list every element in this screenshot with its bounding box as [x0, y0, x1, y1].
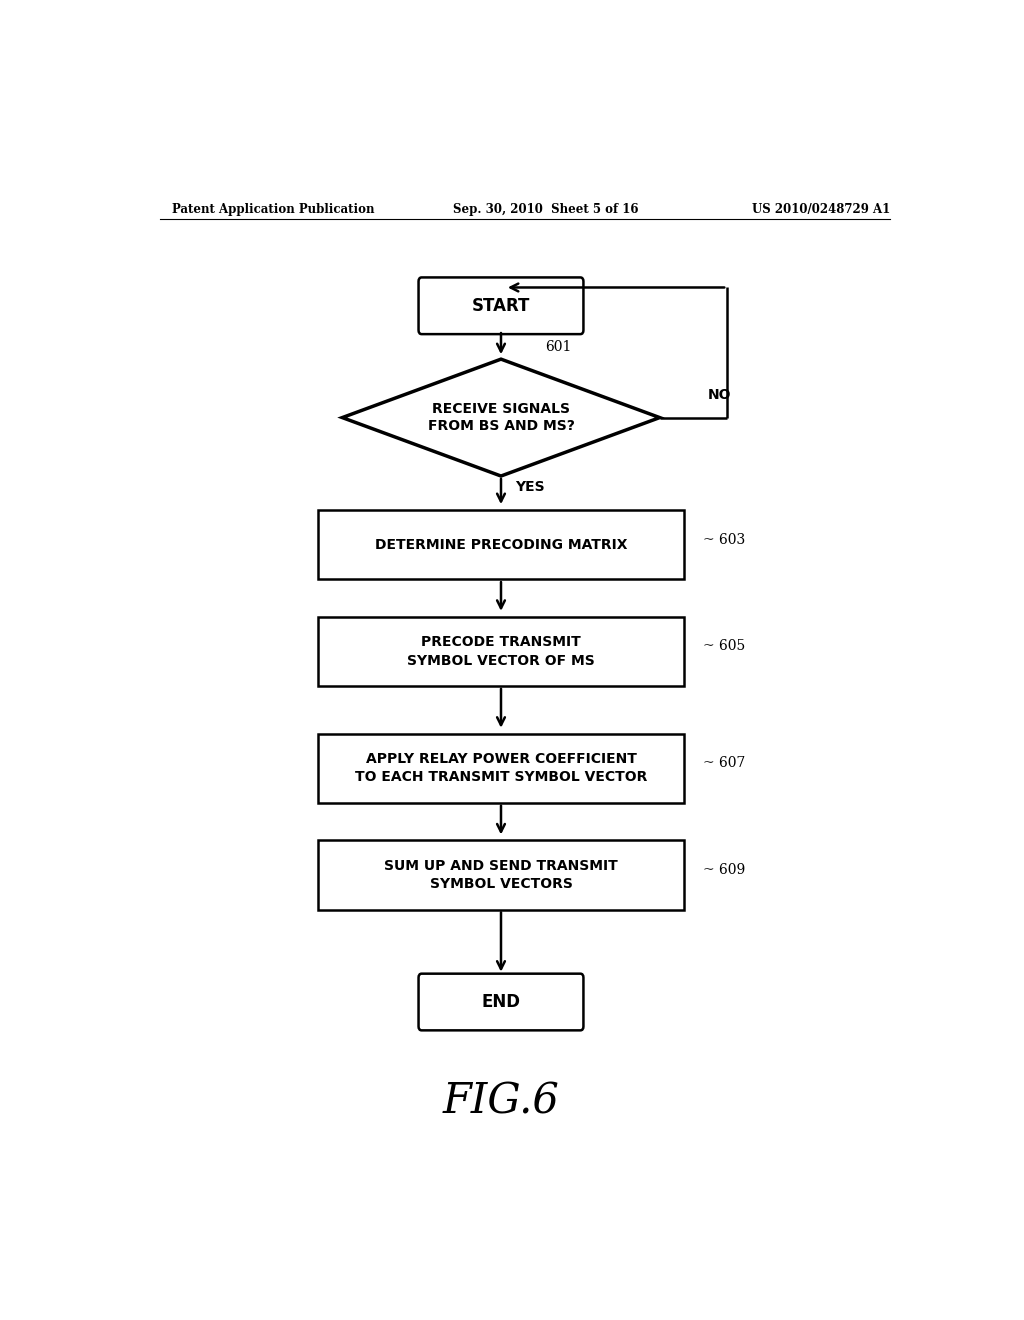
Bar: [318, 734, 684, 803]
FancyBboxPatch shape: [419, 277, 584, 334]
Text: ~ 603: ~ 603: [703, 532, 745, 546]
Text: ~ 609: ~ 609: [703, 863, 745, 876]
Text: Sep. 30, 2010  Sheet 5 of 16: Sep. 30, 2010 Sheet 5 of 16: [454, 203, 639, 216]
Bar: [318, 510, 684, 579]
Polygon shape: [342, 359, 659, 477]
Text: ~ 605: ~ 605: [703, 639, 745, 653]
Text: ~ 607: ~ 607: [703, 756, 745, 770]
Text: RECEIVE SIGNALS
FROM BS AND MS?: RECEIVE SIGNALS FROM BS AND MS?: [428, 403, 574, 433]
Text: YES: YES: [515, 480, 545, 494]
Text: PRECODE TRANSMIT
SYMBOL VECTOR OF MS: PRECODE TRANSMIT SYMBOL VECTOR OF MS: [408, 635, 595, 668]
FancyBboxPatch shape: [419, 974, 584, 1031]
Bar: [318, 841, 684, 909]
Text: SUM UP AND SEND TRANSMIT
SYMBOL VECTORS: SUM UP AND SEND TRANSMIT SYMBOL VECTORS: [384, 859, 617, 891]
Text: DETERMINE PRECODING MATRIX: DETERMINE PRECODING MATRIX: [375, 537, 628, 552]
Bar: [318, 616, 684, 686]
Text: US 2010/0248729 A1: US 2010/0248729 A1: [752, 203, 890, 216]
Text: FIG.6: FIG.6: [442, 1081, 559, 1122]
Text: 601: 601: [545, 341, 571, 354]
Text: Patent Application Publication: Patent Application Publication: [172, 203, 374, 216]
Text: APPLY RELAY POWER COEFFICIENT
TO EACH TRANSMIT SYMBOL VECTOR: APPLY RELAY POWER COEFFICIENT TO EACH TR…: [354, 752, 647, 784]
Text: END: END: [481, 993, 520, 1011]
Text: NO: NO: [708, 388, 731, 403]
Text: START: START: [472, 297, 530, 314]
